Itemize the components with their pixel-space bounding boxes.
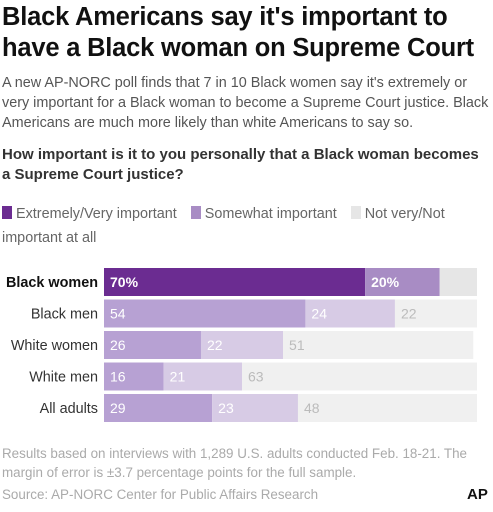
bar-segment <box>104 299 306 328</box>
data-label: 23 <box>218 400 234 416</box>
category-label: Black women <box>6 275 98 291</box>
category-label: All adults <box>40 401 98 417</box>
legend-item-not-very: Not very/Not important at all <box>2 206 445 246</box>
data-label: 70% <box>110 274 139 290</box>
bar-segment <box>200 331 284 359</box>
legend: Extremely/Very important Somewhat import… <box>2 202 490 250</box>
chart-subtitle: A new AP-NORC poll finds that 7 in 10 Bl… <box>2 75 489 131</box>
legend-item-extremely-very: Extremely/Very important <box>2 206 177 222</box>
bar-segment <box>365 268 440 296</box>
bar-segment <box>439 268 477 296</box>
data-label: 20% <box>371 274 400 290</box>
legend-swatch <box>2 206 12 219</box>
data-label: 16 <box>110 369 126 385</box>
data-label: 22 <box>207 337 223 353</box>
bar-segment <box>104 331 201 359</box>
bar-segment <box>163 362 243 391</box>
bar-segment <box>297 394 477 422</box>
data-label: 22 <box>401 306 417 322</box>
bar-segment <box>104 394 213 422</box>
footnote: Results based on interviews with 1,289 U… <box>2 446 467 480</box>
source-note: Source: AP-NORC Center for Public Affair… <box>2 487 319 502</box>
legend-label: Somewhat important <box>204 206 337 222</box>
bar-segment <box>104 268 366 296</box>
survey-question: How important is it to you personally th… <box>2 146 479 183</box>
legend-swatch <box>190 206 201 219</box>
data-label: 54 <box>110 306 126 322</box>
category-label: White women <box>11 338 98 354</box>
stacked-bar-chart: Black women 70% 20% Black men 54 24 22 White wo… <box>6 268 477 422</box>
data-label: 48 <box>304 400 320 416</box>
legend-item-somewhat: Somewhat important <box>190 206 337 222</box>
legend-swatch <box>350 206 361 219</box>
data-label: 21 <box>170 369 186 385</box>
data-label: 63 <box>248 369 264 385</box>
bar-segment <box>305 299 395 328</box>
data-label: 26 <box>110 337 126 353</box>
legend-label: Not very/Not important at all <box>2 206 445 246</box>
category-label: Black men <box>31 307 98 323</box>
data-label: 29 <box>110 400 126 416</box>
chart-title: Black Americans say it's important to ha… <box>2 3 474 62</box>
category-label: White men <box>29 370 98 386</box>
bar-segment <box>394 299 477 328</box>
bar-segment <box>242 362 477 391</box>
data-label: 51 <box>289 337 305 353</box>
ap-logo: AP <box>467 486 488 503</box>
bar-segment <box>212 394 298 422</box>
legend-label: Extremely/Very important <box>16 206 177 222</box>
bar-segment <box>104 362 164 391</box>
bar-segment <box>283 331 474 359</box>
data-label: 24 <box>311 306 327 322</box>
